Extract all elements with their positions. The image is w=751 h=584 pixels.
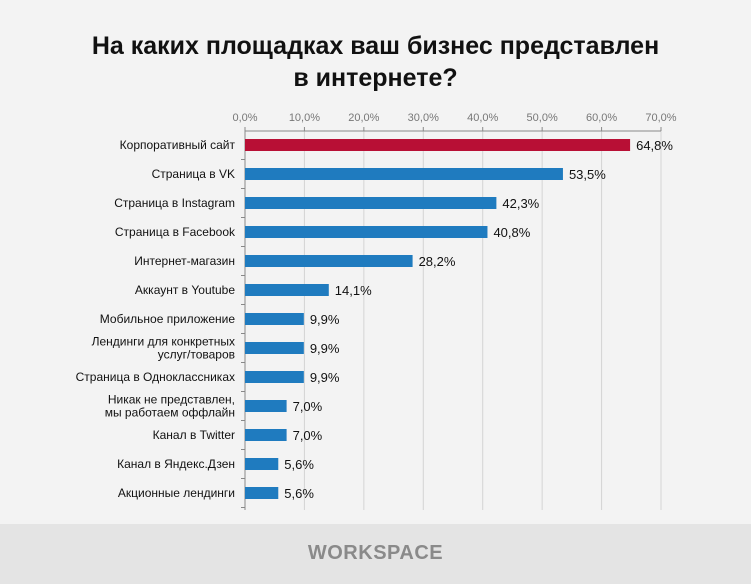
x-tick-label: 70,0% bbox=[645, 112, 676, 124]
bar bbox=[245, 168, 563, 180]
bar bbox=[245, 371, 304, 383]
bar bbox=[245, 429, 287, 441]
value-label: 9,9% bbox=[310, 312, 340, 327]
category-label: Корпоративный сайт bbox=[120, 138, 236, 152]
x-tick-label: 30,0% bbox=[408, 112, 439, 124]
value-label: 5,6% bbox=[284, 457, 314, 472]
value-label: 40,8% bbox=[493, 225, 530, 240]
bar bbox=[245, 458, 279, 470]
value-label: 53,5% bbox=[569, 167, 606, 182]
category-label: Страница в Одноклассниках bbox=[76, 370, 235, 384]
bar bbox=[245, 226, 488, 238]
value-label: 14,1% bbox=[335, 283, 372, 298]
value-label: 9,9% bbox=[310, 370, 340, 385]
bar-chart: 0,0% 10,0% 20,0% 30,0% 40,0% 50,0% 60,0% 70,0% 6… bbox=[76, 112, 677, 510]
value-label: 7,0% bbox=[293, 399, 323, 414]
bar bbox=[245, 342, 304, 354]
value-label: 42,3% bbox=[502, 196, 539, 211]
category-label: Акционные лендинги bbox=[118, 486, 235, 500]
value-label: 64,8% bbox=[636, 138, 673, 153]
category-label: Страница в Facebook bbox=[115, 225, 236, 239]
value-label: 5,6% bbox=[284, 486, 314, 501]
x-tick-label: 10,0% bbox=[289, 112, 320, 124]
bar bbox=[245, 284, 329, 296]
x-tick-label: 0,0% bbox=[232, 112, 257, 124]
bar bbox=[245, 400, 287, 412]
category-label: Интернет-магазин bbox=[134, 254, 235, 268]
chart-title: На каких площадках ваш бизнес представле… bbox=[0, 30, 751, 94]
title-line: На каких площадках ваш бизнес представле… bbox=[91, 32, 660, 60]
workspace-logo: WORKSPACE bbox=[307, 542, 444, 564]
value-label: 28,2% bbox=[419, 254, 456, 269]
value-label: 9,9% bbox=[310, 341, 340, 356]
x-tick-label: 60,0% bbox=[586, 112, 617, 124]
category-label: Никак не представлен, bbox=[108, 393, 235, 407]
bar bbox=[245, 255, 413, 267]
category-label: Канал в Twitter bbox=[153, 428, 235, 442]
category-label: Страница в VK bbox=[152, 167, 235, 181]
bar bbox=[245, 487, 279, 499]
title-line: в интернете? bbox=[293, 64, 458, 92]
value-label: 7,0% bbox=[293, 428, 323, 443]
category-label: Лендинги для конкретных bbox=[92, 335, 235, 349]
footer: WORKSPACE bbox=[0, 524, 751, 584]
category-label: Мобильное приложение bbox=[100, 312, 236, 326]
bar bbox=[245, 313, 304, 325]
bar bbox=[245, 197, 497, 209]
category-label: Канал в Яндекс.Дзен bbox=[117, 457, 235, 471]
category-label: Аккаунт в Youtube bbox=[135, 283, 235, 297]
x-tick-label: 40,0% bbox=[467, 112, 498, 124]
x-tick-label: 50,0% bbox=[527, 112, 558, 124]
category-label: Страница в Instagram bbox=[114, 196, 235, 210]
category-label: услуг/товаров bbox=[158, 348, 235, 362]
x-tick-label: 20,0% bbox=[348, 112, 379, 124]
category-label: мы работаем оффлайн bbox=[105, 406, 235, 420]
bar bbox=[245, 139, 631, 151]
